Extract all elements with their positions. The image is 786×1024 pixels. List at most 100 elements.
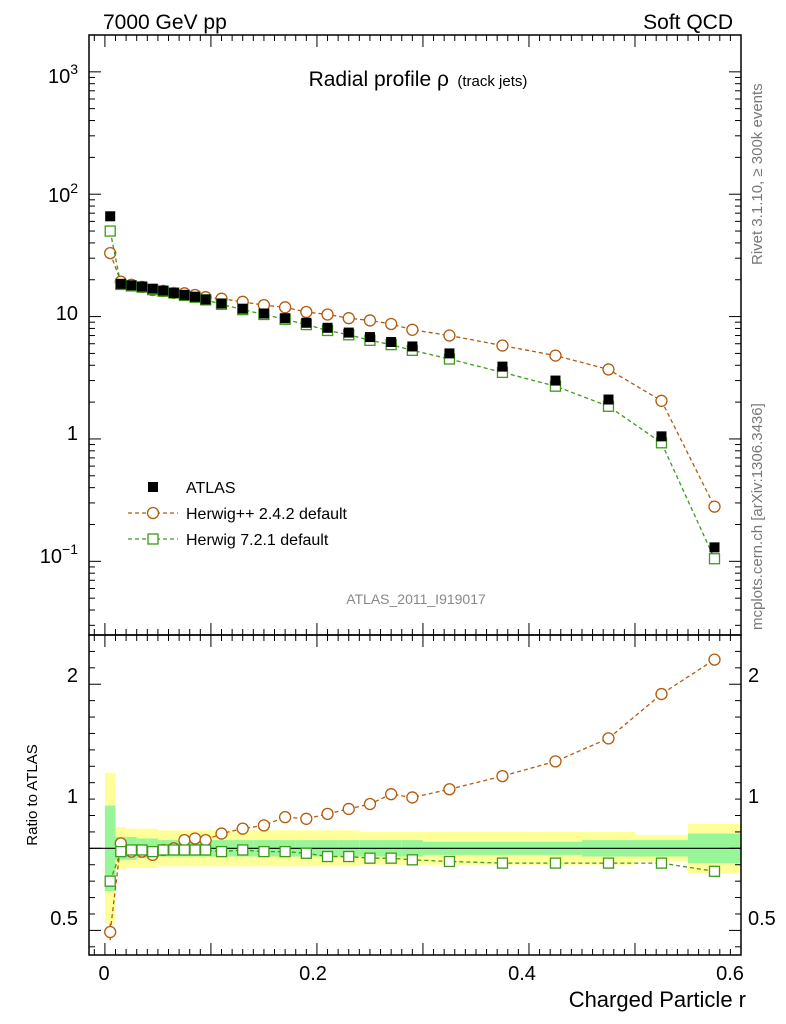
main-herwigpp-point — [549, 349, 562, 362]
main-atlas-point — [258, 308, 269, 319]
xtick-label-0: 0 — [98, 963, 109, 985]
ytick-label-1: 1 — [67, 423, 78, 445]
ratio-ytick-label-right-1: 1 — [748, 786, 759, 808]
main-atlas-point — [497, 361, 508, 372]
main-herwigpp-point — [300, 305, 313, 319]
main-atlas-point — [147, 283, 158, 294]
ratio-herwig7-point — [300, 847, 312, 859]
mcplots-reference-label: mcplots.cern.ch [arXiv:1306.3436] — [749, 403, 766, 630]
ratio-ytick-label-2: 2 — [67, 665, 78, 687]
ratio-herwig7-point — [385, 852, 397, 864]
main-atlas-point — [343, 327, 354, 338]
ratio-herwigpp-point — [257, 819, 271, 832]
xtick-label-0.6: 0.6 — [716, 963, 744, 985]
main-atlas-point — [444, 348, 455, 359]
main-herwigpp-point — [104, 246, 117, 260]
xtick-label-0.4: 0.4 — [508, 963, 536, 985]
main-title: Radial profile ρ (track jets) — [309, 68, 528, 91]
ratio-herwigpp-point — [300, 812, 313, 825]
header-beam-label: 7000 GeV pp — [103, 11, 227, 34]
xaxis-title: Charged Particle r — [569, 987, 746, 1012]
ratio-herwigpp-point — [178, 833, 191, 847]
main-atlas-point — [216, 298, 227, 309]
ratio-herwig7-point — [237, 844, 249, 856]
ratio-herwig7-point — [364, 852, 376, 864]
main-atlas-point — [190, 291, 201, 302]
main-herwigpp-point — [278, 301, 292, 314]
main-atlas-point — [115, 278, 126, 289]
main-atlas-point — [656, 431, 667, 442]
ratio-herwig7-point — [655, 857, 668, 869]
ratio-herwig7-point — [125, 844, 138, 856]
main-herwigpp-point — [363, 314, 377, 327]
main-herwig7-line — [109, 230, 716, 560]
ratio-herwigpp-point — [406, 791, 419, 804]
ratio-herwigpp-point — [655, 687, 668, 701]
ratio-herwigpp-point — [236, 822, 249, 835]
ratio-frame — [88, 634, 742, 956]
main-title-sub: (track jets) — [457, 73, 527, 90]
ratio-herwig7-point — [215, 845, 228, 858]
main-yaxis-labels: 103 102 10 1 10−1 — [40, 61, 78, 568]
main-title-text: Radial profile ρ — [309, 68, 449, 91]
ratio-herwig7-point — [406, 854, 418, 866]
ratio-series-layer — [104, 653, 721, 941]
main-atlas-point — [105, 211, 116, 222]
main-atlas-point — [407, 341, 418, 352]
ratio-ytick-label-1: 1 — [67, 786, 78, 808]
legend: ATLAS Herwig++ 2.4.2 default Herwig 7.2.… — [128, 480, 348, 549]
ratio-herwigpp-point — [363, 797, 377, 811]
ratio-herwig7-point — [199, 844, 212, 856]
main-atlas-point — [322, 322, 333, 333]
ratio-herwigpp-point — [321, 807, 334, 821]
ratio-herwigpp-point — [384, 788, 398, 801]
main-panel: Radial profile ρ (track jets) ATLAS_2011… — [40, 61, 721, 607]
ratio-ytick-label-right-0.5: 0.5 — [748, 908, 776, 930]
main-atlas-point — [301, 317, 312, 328]
ratio-herwigpp-point — [199, 833, 212, 847]
legend-marker-herwig7 — [147, 533, 159, 545]
legend-marker-atlas — [148, 482, 158, 492]
main-herwigpp-line — [109, 252, 716, 507]
ytick-label-10: 10 — [56, 303, 78, 325]
legend-marker-herwigpp — [146, 506, 160, 520]
legend-label-atlas: ATLAS — [186, 480, 236, 497]
main-atlas-point — [137, 281, 148, 292]
ratio-herwig7-point — [708, 865, 721, 877]
xtick-label-0.2: 0.2 — [299, 963, 327, 985]
main-herwigpp-point — [655, 394, 668, 407]
ratio-herwigpp-point — [708, 653, 721, 666]
ratio-herwig7-point — [157, 844, 169, 856]
main-atlas-point — [200, 294, 211, 305]
ratio-herwig7-point — [104, 875, 116, 887]
ratio-ytick-label-0.5: 0.5 — [50, 908, 78, 930]
ratio-herwigpp-point — [278, 811, 292, 824]
main-atlas-point — [179, 290, 190, 301]
ratio-herwigpp-point — [215, 827, 228, 840]
main-herwigpp-point — [443, 329, 456, 342]
main-atlas-point — [168, 287, 179, 298]
main-atlas-point — [364, 332, 375, 343]
legend-label-herwigpp: Herwig++ 2.4.2 default — [186, 506, 348, 523]
ratio-herwigpp-point — [496, 769, 509, 783]
analysis-watermark: ATLAS_2011_I919017 — [346, 591, 486, 607]
ratio-yaxis-title: Ratio to ATLAS — [24, 744, 41, 845]
main-herwigpp-point — [602, 363, 615, 376]
main-herwigpp-point — [406, 323, 419, 336]
axis-ticks — [89, 34, 742, 955]
ratio-herwig7-point — [602, 857, 615, 869]
ratio-herwigpp-point — [188, 832, 202, 845]
main-atlas-point — [386, 336, 397, 347]
ratio-herwigpp-point — [602, 732, 615, 745]
main-atlas-point — [280, 313, 291, 324]
ratio-herwig7-point — [443, 855, 456, 868]
ratio-herwig7-point — [146, 845, 159, 858]
ytick-label-100: 102 — [48, 180, 78, 207]
ratio-herwig7-point — [321, 850, 334, 863]
main-series-layer — [104, 211, 721, 565]
ratio-panel: 2 1 0.5 2 1 0.5 Ratio to ATLAS 0 0.2 0.4… — [24, 653, 776, 1012]
ratio-herwig7-point — [136, 844, 148, 856]
ratio-herwig7-point — [279, 845, 291, 858]
ratio-herwigpp-point — [549, 755, 562, 768]
